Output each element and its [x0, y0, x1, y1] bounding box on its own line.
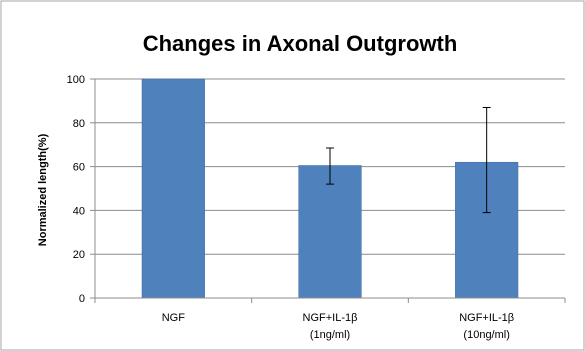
axes [90, 78, 566, 303]
x-tick-label: NGF [162, 312, 186, 324]
x-tick-label-line: NGF+IL-1β [459, 312, 514, 324]
x-tick-label-line: (10ng/ml) [463, 329, 509, 341]
bar [298, 165, 362, 299]
y-axis-label: Normalized length(%) [37, 133, 49, 246]
x-tick-label-line: NGF [162, 312, 186, 324]
x-tick-label: NGF+IL-1β (1ng/ml) [303, 312, 358, 341]
chart-title: Changes in Axonal Outgrowth [143, 31, 458, 56]
y-tick-label: 20 [73, 249, 85, 261]
y-tick-label: 40 [73, 205, 85, 217]
bar [141, 78, 205, 299]
y-tick-label: 100 [67, 74, 85, 86]
error-bars [326, 106, 491, 214]
bars [141, 78, 519, 299]
x-tick-label-line: (1ng/ml) [310, 329, 350, 341]
x-tick-label: NGF+IL-1β (10ng/ml) [459, 312, 514, 341]
y-tick-label: 80 [73, 118, 85, 130]
x-tick-label-line: NGF+IL-1β [303, 312, 358, 324]
y-tick-label: 60 [73, 162, 85, 174]
y-tick-label: 0 [79, 293, 85, 305]
